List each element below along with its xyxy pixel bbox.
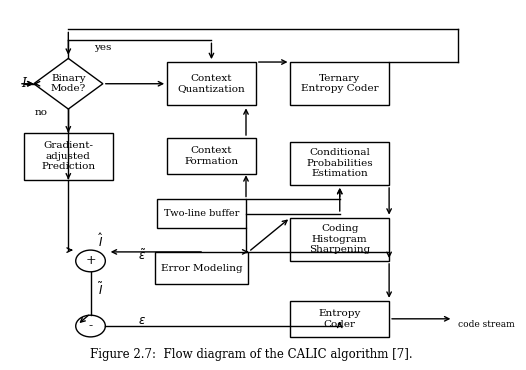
FancyBboxPatch shape (290, 301, 389, 337)
Text: Coding
Histogram
Sharpening: Coding Histogram Sharpening (309, 224, 370, 254)
Text: $\hat{I}$: $\hat{I}$ (98, 232, 103, 250)
Text: $\varepsilon$: $\varepsilon$ (138, 314, 146, 327)
FancyBboxPatch shape (157, 199, 246, 228)
Text: Figure 2.7:  Flow diagram of the CALIC algorithm [7].: Figure 2.7: Flow diagram of the CALIC al… (89, 349, 412, 361)
Text: code stream: code stream (458, 320, 515, 329)
FancyBboxPatch shape (167, 62, 256, 105)
FancyBboxPatch shape (155, 252, 248, 285)
Circle shape (76, 315, 105, 337)
Text: Two-line buffer: Two-line buffer (164, 209, 239, 218)
Circle shape (76, 250, 105, 272)
Text: Conditional
Probabilities
Estimation: Conditional Probabilities Estimation (307, 148, 373, 178)
Text: Context
Quantization: Context Quantization (178, 74, 245, 94)
Text: +: + (85, 255, 96, 268)
FancyBboxPatch shape (167, 138, 256, 174)
Text: Gradient-
adjusted
Prediction: Gradient- adjusted Prediction (41, 141, 95, 171)
Text: yes: yes (94, 43, 112, 52)
Text: $\tilde{I}$: $\tilde{I}$ (97, 282, 103, 298)
Text: -: - (88, 320, 93, 333)
Text: Ternary
Entropy Coder: Ternary Entropy Coder (301, 74, 379, 94)
Text: $\tilde{\varepsilon}$: $\tilde{\varepsilon}$ (138, 248, 147, 263)
Text: I: I (22, 77, 26, 90)
Text: no: no (35, 108, 48, 117)
FancyBboxPatch shape (24, 132, 113, 179)
Text: Error Modeling: Error Modeling (161, 264, 242, 273)
Polygon shape (34, 58, 103, 109)
FancyBboxPatch shape (290, 218, 389, 261)
Text: Context
Formation: Context Formation (185, 147, 238, 166)
Text: Entropy
Coder: Entropy Coder (319, 309, 361, 329)
FancyBboxPatch shape (290, 142, 389, 185)
Text: Binary
Mode?: Binary Mode? (50, 74, 86, 94)
FancyBboxPatch shape (290, 62, 389, 105)
